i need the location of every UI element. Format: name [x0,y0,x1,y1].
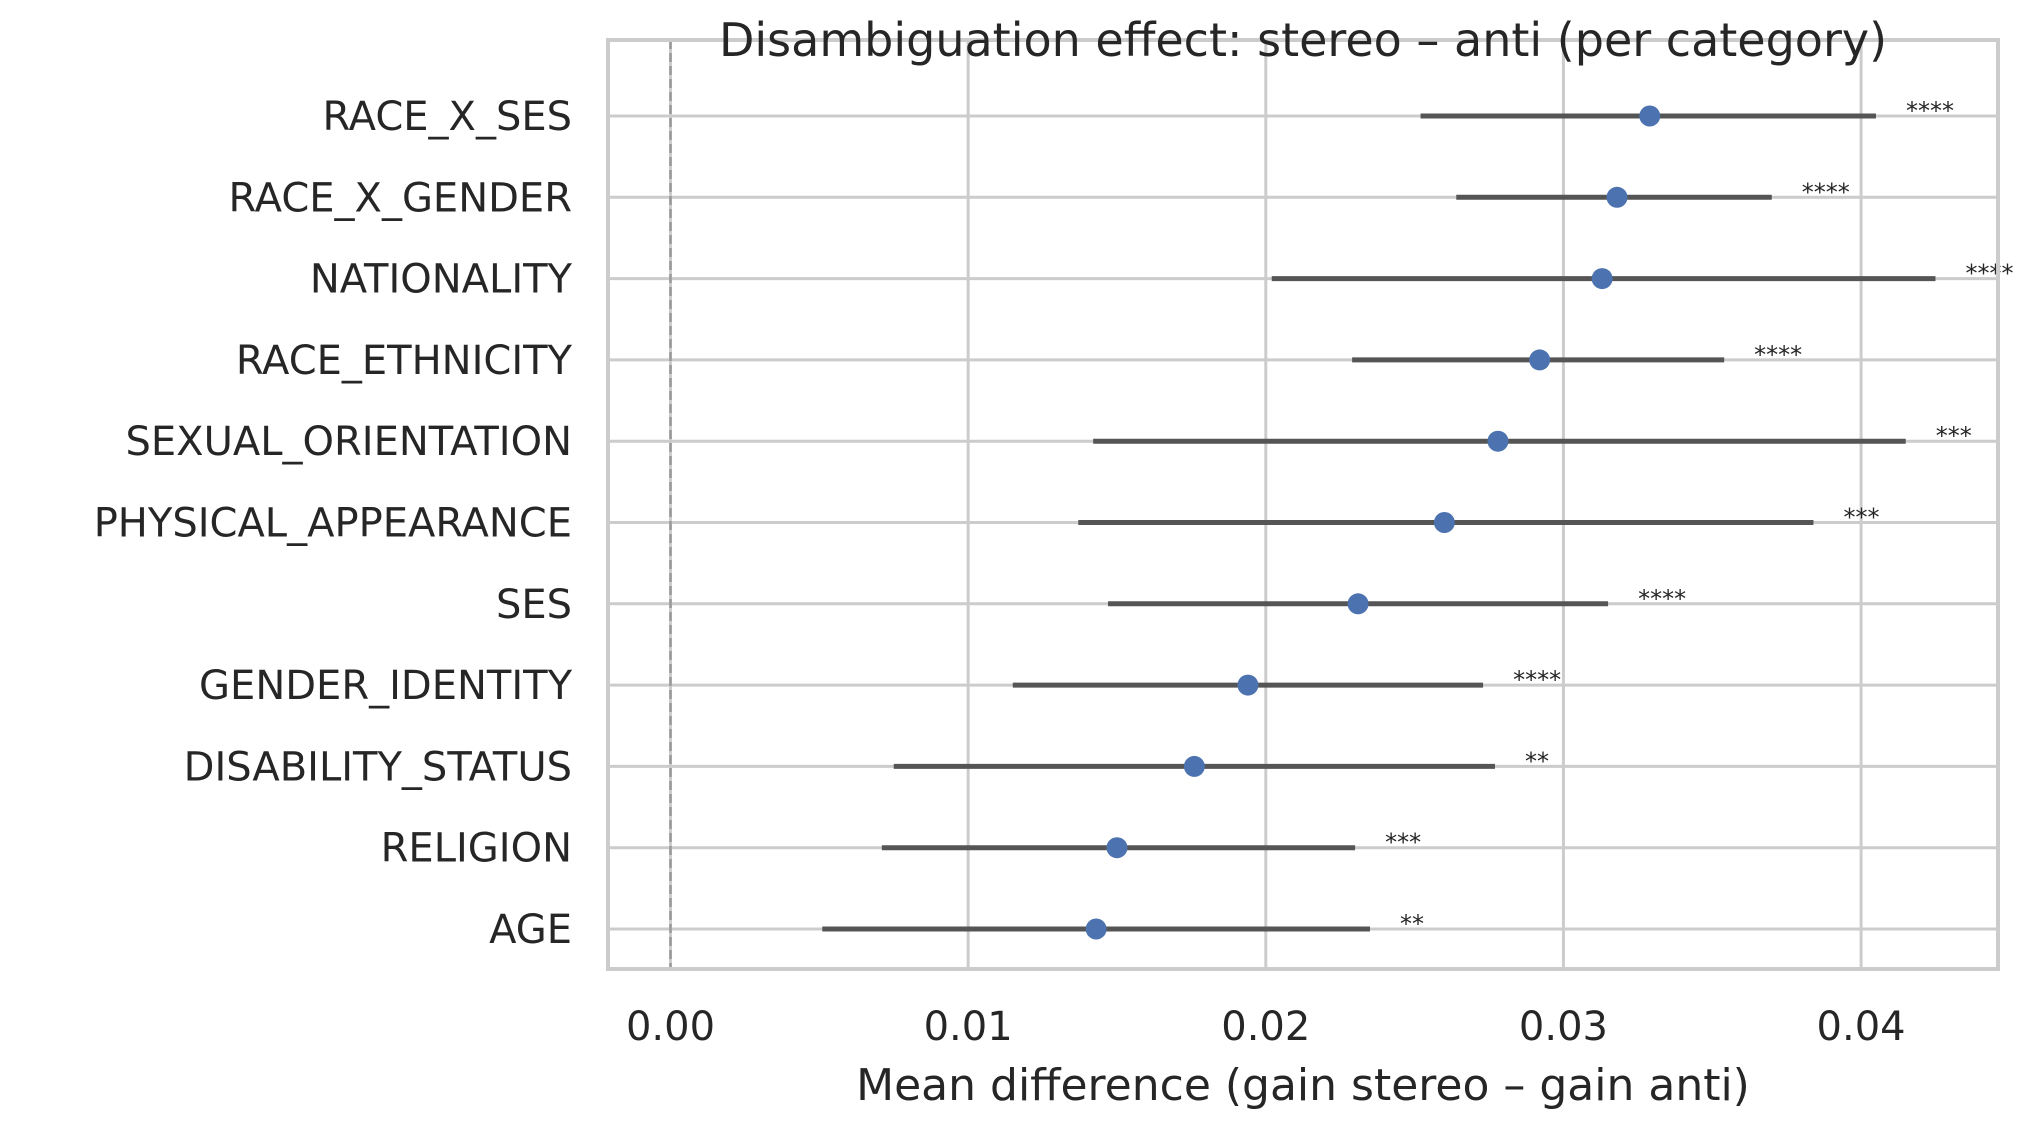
category-labels: RACE_X_SES RACE_X_GENDER NATIONALITY RACE_E… [94,94,573,953]
chart-title: Disambiguation effect: stereo – anti (pe… [719,13,1887,67]
significance-label: *** [1936,422,1972,450]
mean-point [1433,512,1455,533]
significance-label: **** [1802,178,1850,206]
x-tick-label: 0.03 [1519,1004,1608,1050]
x-tick-label: 0.01 [924,1004,1013,1050]
mean-point [1237,674,1259,696]
significance-label: *** [1843,504,1879,532]
plot-frame [606,38,2000,971]
significance-label: **** [1965,260,2013,288]
significance-label: ** [1525,747,1549,775]
mean-point [1591,268,1613,290]
x-axis-label: Mean difference (gain stereo – gain anti… [856,1060,1750,1111]
mean-point [1085,918,1107,940]
x-tick-label: 0.00 [626,1004,715,1050]
category-label: RELIGION [381,826,572,872]
category-label: SEXUAL_ORIENTATION [126,419,572,465]
category-label: RACE_X_SES [323,94,573,140]
x-tick-label: 0.04 [1817,1004,1906,1050]
significance-label: **** [1906,97,1954,125]
category-label: SES [496,582,572,628]
mean-point [1639,105,1661,127]
mean-point [1606,186,1628,208]
x-tick-label: 0.02 [1221,1004,1310,1050]
significance-labels: ************************************* [1385,97,2013,938]
mean-point [1487,430,1509,452]
category-label: DISABILITY_STATUS [184,744,572,790]
mean-point [1183,755,1205,777]
category-label: RACE_X_GENDER [229,175,573,221]
significance-label: **** [1513,666,1561,694]
mean-point [1529,349,1551,371]
significance-label: *** [1385,829,1421,857]
category-label: PHYSICAL_APPEARANCE [94,501,572,547]
x-tick-labels: 0.00 0.01 0.02 0.03 0.04 [626,1004,1906,1050]
significance-label: ** [1400,910,1424,938]
significance-label: **** [1638,585,1686,613]
plot-background [608,40,1998,969]
mean-points [1085,105,1661,940]
mean-point [1106,837,1128,859]
category-label: AGE [489,907,572,953]
category-label: RACE_ETHNICITY [236,338,573,384]
significance-label: **** [1754,341,1802,369]
category-label: NATIONALITY [310,257,573,303]
mean-point [1347,593,1369,615]
category-label: GENDER_IDENTITY [199,663,573,709]
